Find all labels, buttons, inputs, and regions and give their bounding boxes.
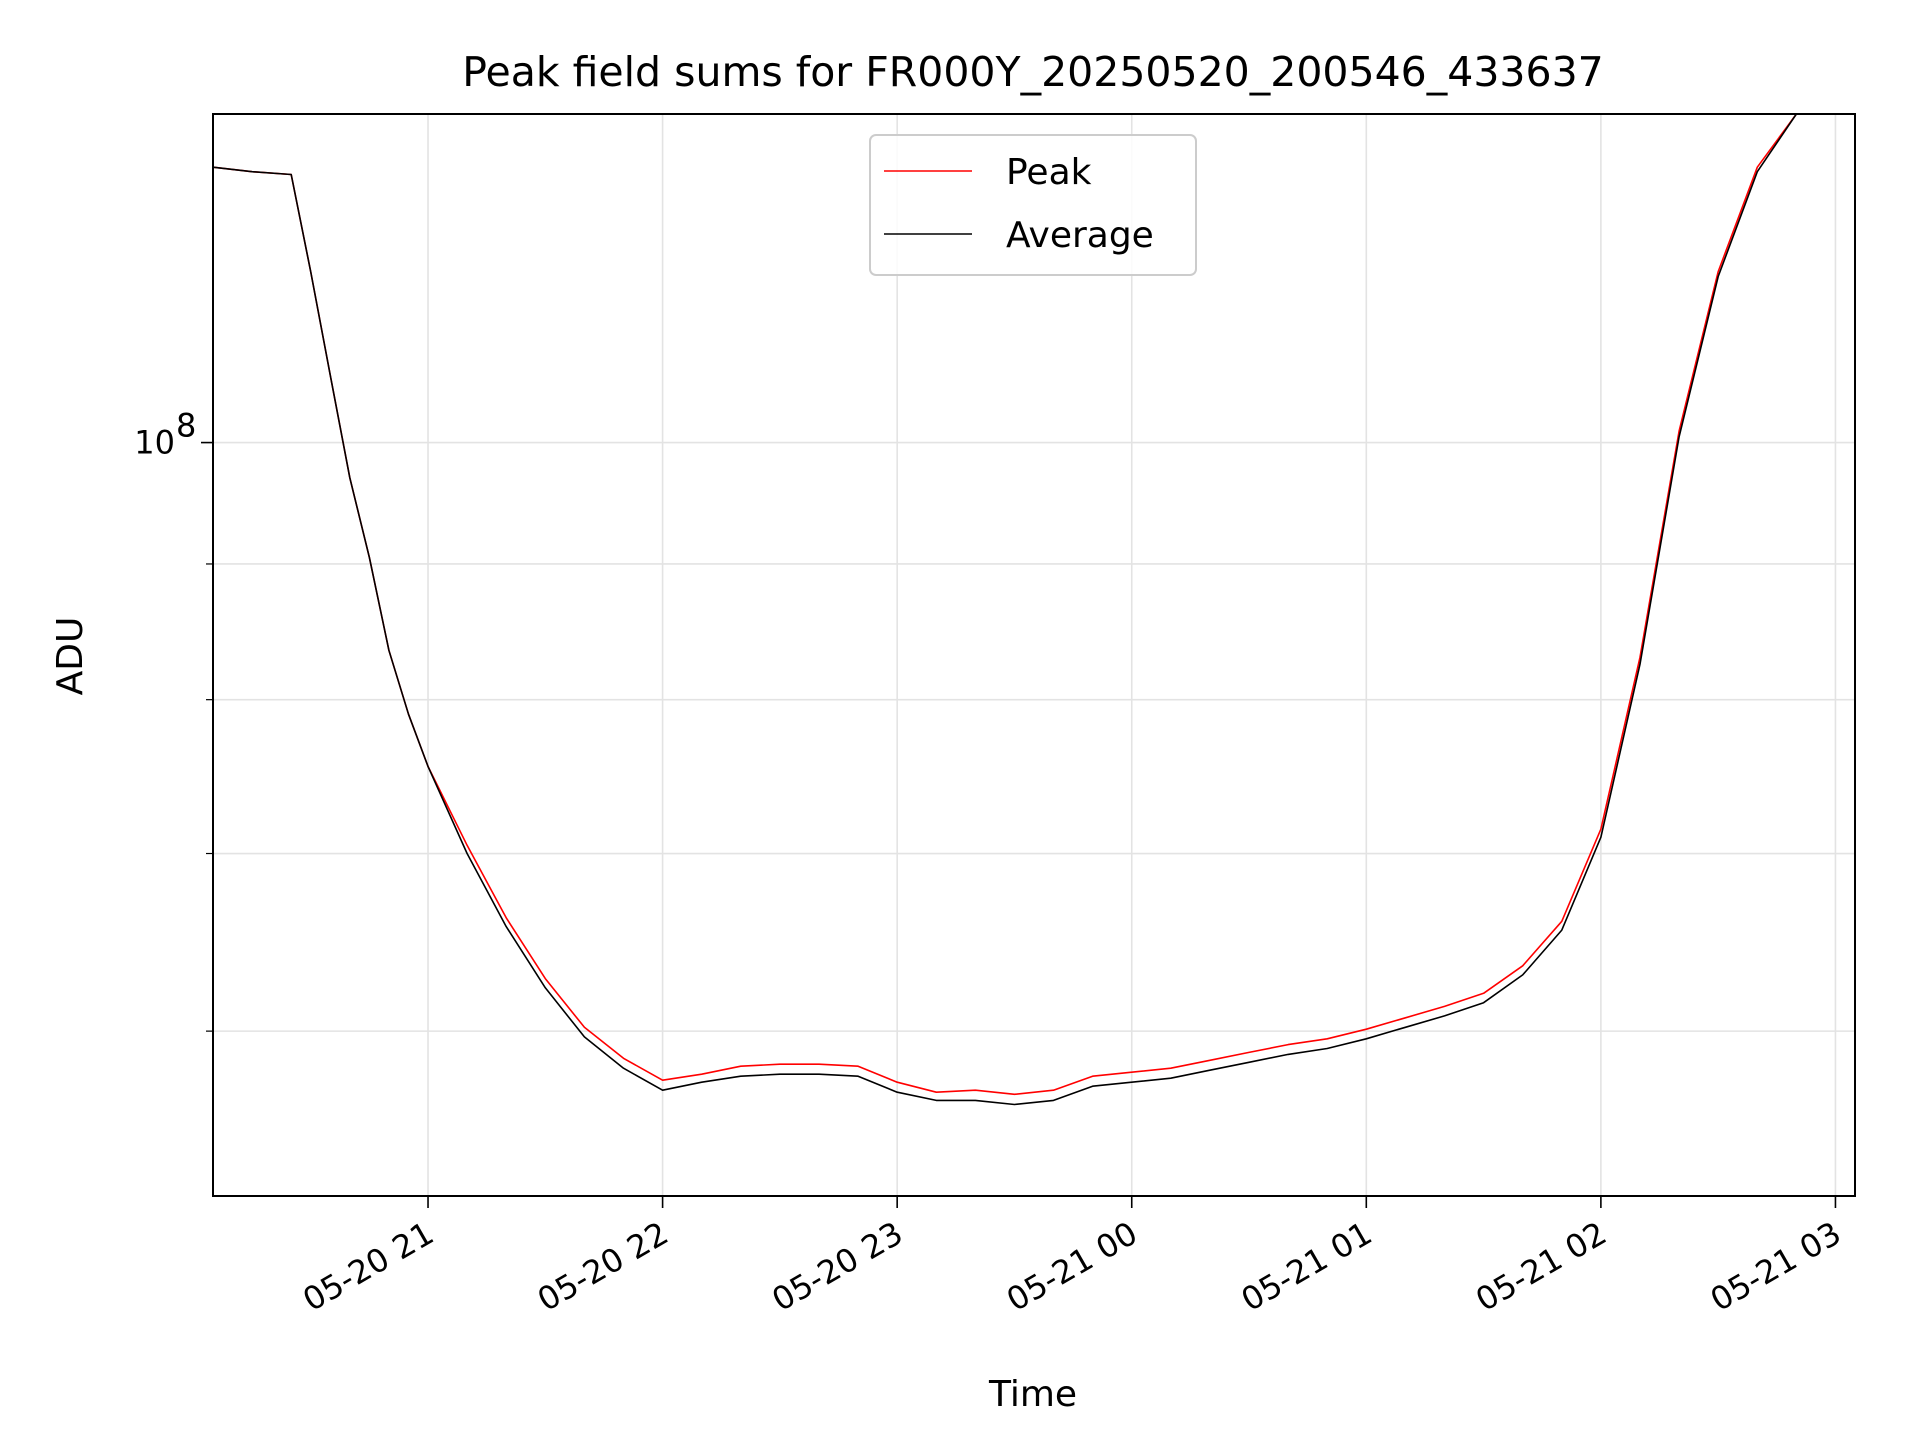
x-axis-label: Time xyxy=(988,1374,1077,1415)
plot-frame xyxy=(212,113,1856,1197)
y-axis-label: ADU xyxy=(50,617,91,696)
series-layer xyxy=(212,113,1798,1106)
grid xyxy=(213,114,1855,1196)
legend-label-peak: Peak xyxy=(1006,152,1092,193)
y-tick-label: 10 xyxy=(134,424,175,462)
legend: Peak Average xyxy=(869,134,1197,276)
series-line-average xyxy=(212,113,1798,1106)
legend-label-average: Average xyxy=(1006,215,1154,256)
chart-title: Peak field sums for FR000Y_20250520_2005… xyxy=(462,48,1604,96)
y-tick-exponent: 8 xyxy=(176,407,196,445)
legend-box xyxy=(869,134,1197,276)
y-axis: 10 8 xyxy=(134,407,213,1032)
